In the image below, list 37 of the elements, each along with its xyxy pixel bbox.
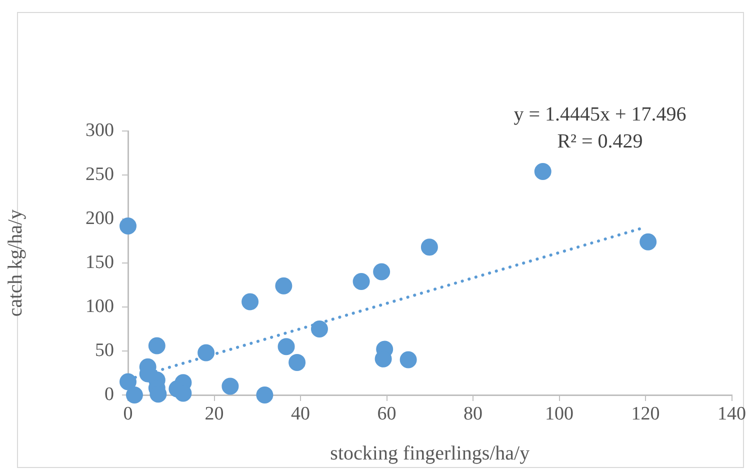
y-tick-label: 300 bbox=[86, 120, 114, 141]
point bbox=[120, 218, 136, 235]
point bbox=[288, 354, 306, 371]
point bbox=[400, 351, 417, 368]
point bbox=[420, 238, 438, 256]
point bbox=[640, 233, 657, 250]
x-axis-title: stocking fingerlings/ha/y bbox=[330, 442, 530, 464]
x-tick-label: 60 bbox=[377, 403, 396, 424]
x-tick-label: 100 bbox=[545, 403, 574, 424]
point bbox=[534, 162, 552, 180]
y-axis-title: catch kg/ha/y bbox=[4, 209, 26, 317]
point bbox=[256, 386, 274, 404]
y-tick-label: 150 bbox=[86, 252, 114, 273]
point bbox=[222, 378, 239, 395]
x-tick-label: 120 bbox=[631, 403, 660, 424]
y-tick-label: 200 bbox=[86, 208, 114, 229]
x-tick-label: 20 bbox=[204, 403, 224, 424]
y-tick-label: 0 bbox=[104, 384, 114, 405]
x-tick-label: 80 bbox=[464, 403, 482, 424]
point bbox=[278, 338, 295, 356]
x-tick-label: 140 bbox=[718, 403, 746, 424]
x-tick-label: 40 bbox=[291, 403, 310, 424]
point bbox=[275, 277, 292, 294]
point bbox=[120, 373, 136, 390]
point bbox=[148, 337, 166, 354]
point bbox=[352, 272, 370, 290]
point bbox=[373, 263, 390, 280]
y-tick-label: 100 bbox=[86, 296, 114, 317]
point bbox=[242, 293, 259, 310]
x-tick-label: 0 bbox=[123, 403, 133, 424]
y-tick-label: 250 bbox=[86, 164, 114, 185]
point bbox=[198, 344, 215, 362]
point bbox=[310, 320, 328, 338]
annotation: R² = 0.429 bbox=[557, 130, 643, 152]
text: y = 1.4445x + 17.496 bbox=[514, 103, 686, 126]
y-tick-label: 50 bbox=[95, 340, 114, 361]
point bbox=[126, 386, 143, 404]
